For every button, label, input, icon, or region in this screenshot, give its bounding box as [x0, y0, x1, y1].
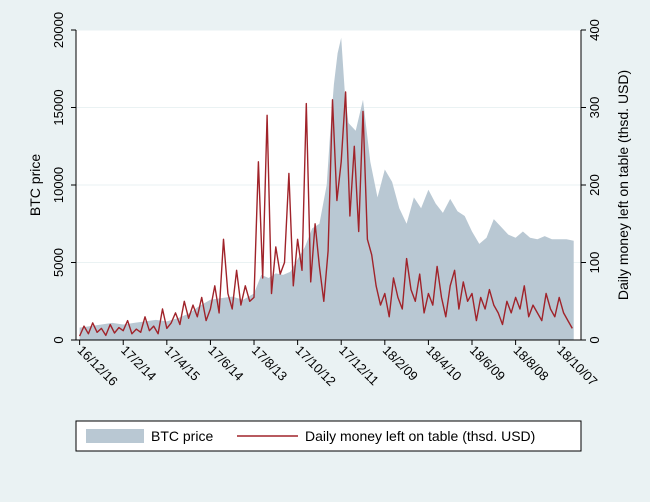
x-tick-label-4: 17/8/13: [249, 343, 290, 384]
x-tick-label-3: 17/6/14: [205, 343, 246, 384]
x-tick-label-6: 17/12/11: [336, 343, 382, 389]
right-tick-label-0: 0: [587, 336, 602, 343]
right-tick-label-3: 300: [587, 97, 602, 119]
right-tick-label-4: 400: [587, 19, 602, 41]
legend-label-line: Daily money left on table (thsd. USD): [305, 428, 535, 444]
legend-box: [75, 420, 582, 452]
x-tick-label-7: 18/2/09: [380, 343, 421, 384]
money-left-line: [78, 91, 573, 337]
left-axis-ticks: 0 5000 10000 15000 20000: [51, 12, 76, 344]
legend-swatch-area: [86, 429, 144, 443]
left-tick-label-0: 0: [51, 336, 66, 343]
right-axis-title: Daily money left on table (thsd. USD): [615, 70, 631, 300]
right-axis-ticks: 0 100 200 300 400: [581, 19, 602, 344]
x-tick-label-1: 17/2/14: [118, 343, 159, 384]
x-tick-label-2: 17/4/15: [162, 343, 203, 384]
x-tick-label-0: 16/12/16: [75, 343, 121, 389]
x-tick-label-9: 18/6/09: [467, 343, 508, 384]
x-tick-label-5: 17/10/12: [292, 343, 338, 389]
btc-price-area: [79, 37, 574, 341]
left-tick-label-1: 5000: [51, 248, 66, 277]
x-tick-label-11: 18/10/07: [554, 343, 600, 389]
x-tick-label-8: 18/4/10: [423, 343, 464, 384]
right-tick-label-2: 200: [587, 174, 602, 196]
left-tick-label-2: 10000: [51, 167, 66, 203]
x-tick-label-10: 18/8/08: [510, 343, 551, 384]
left-tick-label-4: 20000: [51, 12, 66, 48]
left-tick-label-3: 15000: [51, 89, 66, 125]
legend: BTC price Daily money left on table (ths…: [75, 420, 582, 452]
left-axis-title: BTC price: [27, 154, 43, 216]
legend-label-area: BTC price: [151, 428, 213, 444]
right-tick-label-1: 100: [587, 252, 602, 274]
